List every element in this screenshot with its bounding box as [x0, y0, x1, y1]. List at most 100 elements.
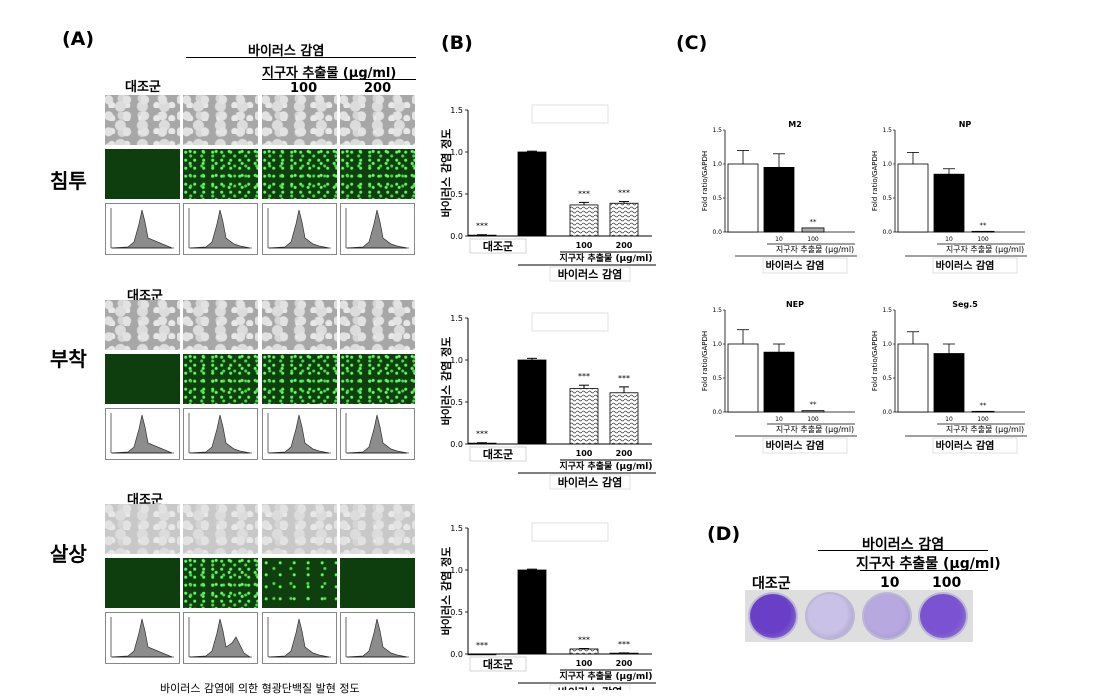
extract-label: 지구자 추출물 (μg/ml)	[560, 252, 653, 264]
bar	[569, 204, 599, 237]
virus-label-box	[932, 257, 1018, 274]
dose-label: 100	[807, 236, 819, 243]
panel-c-chart-M2: M2 0.0 0.5 1.0 1.5 Fold ratio/GAPDH ** 10 100지구자…	[701, 120, 857, 274]
significance-label: ***	[578, 372, 590, 381]
y-tick-label: 0.5	[450, 608, 463, 617]
panel-a-col-control: 대조군	[125, 80, 161, 95]
panel-c-chart-NP: NP 0.0 0.5 1.0 1.5 Fold ratio/GAPDH ** 10 100지구자…	[871, 120, 1027, 274]
virus-label-box	[549, 474, 631, 490]
bar	[609, 202, 639, 237]
panel-c-label: (C)	[676, 32, 708, 54]
extract-label: 지구자 추출물 (μg/ml)	[776, 424, 854, 434]
virus-label: 바이러스 감염	[766, 259, 825, 272]
dose-label: 100	[977, 236, 989, 243]
panel-b-label: (B)	[441, 32, 473, 54]
dose-label: 10	[945, 236, 953, 243]
fluorescence-image	[105, 354, 180, 404]
y-tick-label: 1.5	[712, 127, 722, 134]
bar	[971, 230, 995, 233]
flow-histogram	[105, 612, 180, 664]
panel-b-chart-3: 0.0 0.5 1.0 1.5 바이러스 감염 정도 *** *** *** 대조군 100 200…	[439, 522, 656, 690]
control-label-box	[469, 446, 527, 462]
y-tick-label: 1.5	[450, 314, 463, 323]
y-tick-label: 0.5	[882, 375, 892, 382]
dose-label: 100	[977, 416, 989, 423]
y-axis-label: Fold ratio/GAPDH	[871, 151, 879, 211]
panel-a-label: (A)	[62, 28, 95, 50]
significance-label: **	[980, 401, 988, 409]
flow-histogram	[340, 612, 415, 664]
dose-label: 200	[616, 241, 633, 250]
dose-label: 100	[807, 416, 819, 423]
y-tick-label: 0.0	[450, 440, 463, 449]
bar	[763, 167, 795, 233]
legend-box	[531, 104, 609, 124]
extract-label: 지구자 추출물 (μg/ml)	[946, 424, 1024, 434]
brightfield-image	[262, 300, 337, 350]
control-label: 대조군	[483, 657, 513, 671]
significance-label: ***	[476, 430, 488, 439]
bar	[467, 442, 497, 445]
fluorescence-image	[340, 558, 415, 608]
brightfield-image	[262, 504, 337, 554]
virus-label: 바이러스 감염	[936, 439, 995, 452]
dose-label: 10	[775, 236, 783, 243]
y-tick-label: 1.0	[450, 566, 463, 575]
bar	[763, 351, 795, 413]
brightfield-image	[340, 504, 415, 554]
bar	[727, 343, 759, 413]
bar	[517, 359, 547, 445]
bar	[933, 353, 965, 413]
y-tick-label: 1.0	[882, 341, 892, 348]
virus-label-box	[932, 437, 1018, 454]
control-label-box	[469, 656, 527, 672]
flow-histogram	[183, 612, 258, 664]
flow-histogram	[340, 408, 415, 460]
control-label: 대조군	[483, 239, 513, 253]
y-axis-label: Fold ratio/GAPDH	[701, 151, 709, 211]
y-axis-label: Fold ratio/GAPDH	[871, 331, 879, 391]
fluorescence-image	[183, 149, 258, 199]
flow-histogram	[105, 408, 180, 460]
row-label-killing: 살상	[50, 542, 87, 566]
virus-label: 바이러스 감염	[558, 685, 623, 690]
extract-label: 지구자 추출물 (μg/ml)	[560, 460, 653, 472]
dose-label: 100	[576, 659, 593, 668]
panel-d-header-virus: 바이러스 감염	[862, 537, 945, 553]
y-tick-label: 0.5	[450, 398, 463, 407]
dose-label: 10	[945, 416, 953, 423]
y-tick-label: 1.5	[450, 524, 463, 533]
y-tick-label: 0.5	[712, 375, 722, 382]
fluorescence-image	[262, 354, 337, 404]
virus-label: 바이러스 감염	[558, 267, 623, 281]
brightfield-image	[340, 300, 415, 350]
brightfield-image	[262, 95, 337, 145]
significance-label: ***	[618, 374, 630, 383]
fluorescence-image	[262, 558, 337, 608]
y-tick-label: 0.5	[712, 195, 722, 202]
y-tick-label: 1.0	[450, 356, 463, 365]
bar	[467, 234, 497, 237]
panel-a-header-virus: 바이러스 감염	[248, 44, 325, 59]
significance-label: ***	[618, 640, 630, 649]
brightfield-image	[340, 95, 415, 145]
significance-label: ***	[578, 636, 590, 645]
panel-b-chart-2: 0.0 0.5 1.0 1.5 바이러스 감염 정도 *** *** *** 대조군 100 200…	[439, 312, 656, 490]
dose-label: 100	[576, 241, 593, 250]
chart-title: NEP	[786, 300, 804, 309]
panel-b-chart-1: 0.0 0.5 1.0 1.5 바이러스 감염 정도 *** *** *** 대조군 100 200…	[439, 104, 656, 282]
culture-well	[748, 592, 798, 640]
panel-a-extract-line	[262, 79, 416, 80]
bar	[569, 648, 599, 655]
panel-b-charts: 0.0 0.5 1.0 1.5 바이러스 감염 정도 *** *** *** 대조군 100 200…	[439, 104, 656, 690]
fluorescence-image	[105, 149, 180, 199]
y-tick-label: 1.0	[712, 341, 722, 348]
virus-label: 바이러스 감염	[766, 439, 825, 452]
y-tick-label: 1.0	[450, 148, 463, 157]
y-axis-label: Fold ratio/GAPDH	[701, 331, 709, 391]
significance-label: ***	[618, 189, 630, 198]
row-label-penetration: 침투	[50, 169, 87, 193]
brightfield-image	[105, 504, 180, 554]
brightfield-image	[105, 300, 180, 350]
bar	[933, 173, 965, 233]
